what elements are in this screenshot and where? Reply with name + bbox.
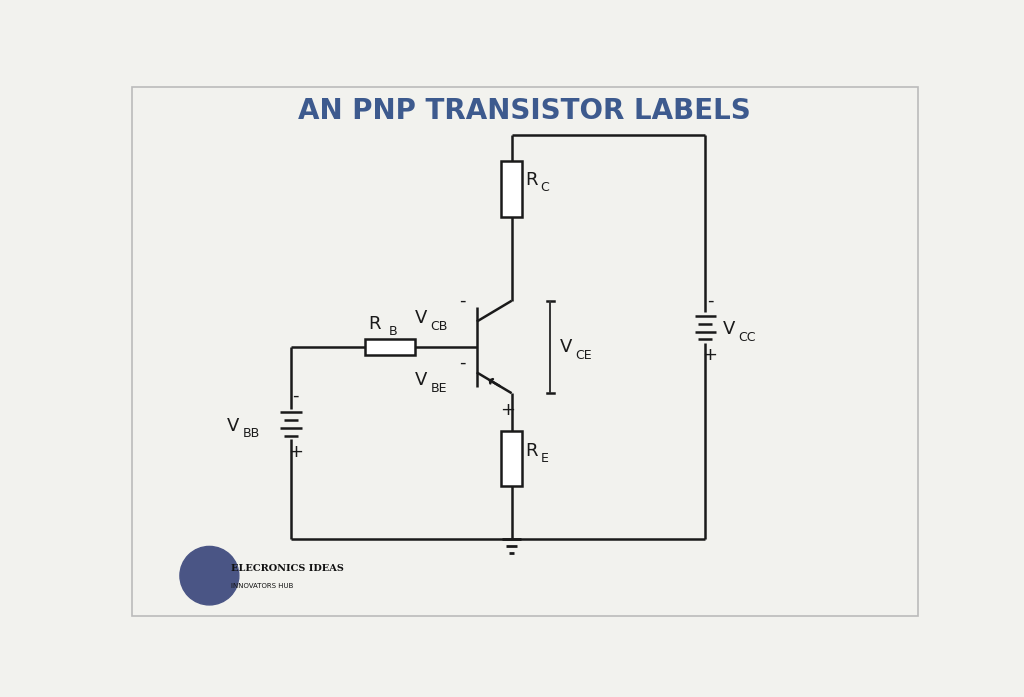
Text: V: V (415, 371, 427, 389)
Text: +: + (288, 443, 303, 461)
Text: INNOVATORS HUB: INNOVATORS HUB (231, 583, 294, 589)
Circle shape (180, 546, 239, 605)
Bar (365, 339, 415, 355)
Text: -: - (460, 292, 466, 309)
Text: BE: BE (430, 382, 446, 395)
Bar (501, 162, 522, 217)
Text: C: C (541, 181, 549, 194)
Text: R: R (525, 442, 538, 460)
Text: -: - (460, 353, 466, 372)
Text: +: + (501, 401, 515, 419)
Text: E: E (541, 452, 548, 465)
Text: CE: CE (575, 349, 592, 362)
Text: AN PNP TRANSISTOR LABELS: AN PNP TRANSISTOR LABELS (298, 97, 752, 125)
Text: R: R (525, 171, 538, 189)
Text: CC: CC (738, 331, 756, 344)
Text: B: B (389, 325, 397, 338)
Text: V: V (560, 338, 572, 356)
Text: R: R (369, 315, 381, 333)
Text: V: V (227, 417, 240, 434)
Text: BB: BB (243, 427, 260, 441)
Text: -: - (292, 387, 299, 404)
Text: V: V (722, 320, 735, 338)
Text: ELECRONICS IDEAS: ELECRONICS IDEAS (231, 565, 344, 573)
Text: V: V (415, 309, 427, 327)
Text: +: + (702, 346, 718, 364)
Text: -: - (707, 292, 714, 309)
Text: CB: CB (430, 320, 447, 332)
Bar (501, 431, 522, 487)
